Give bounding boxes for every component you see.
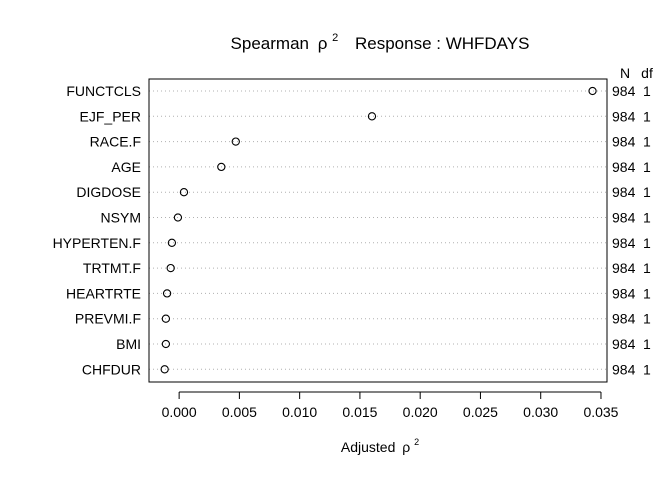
df-value-1: 1 <box>643 108 651 124</box>
header-n: N <box>620 65 630 81</box>
title-sup: 2 <box>332 32 338 44</box>
x-tick-label-3: 0.015 <box>342 404 377 420</box>
df-value-4: 1 <box>643 184 651 200</box>
n-value-10: 984 <box>612 336 636 352</box>
title-main: Spearman <box>231 34 309 53</box>
df-value-9: 1 <box>643 311 651 327</box>
n-value-7: 984 <box>612 260 636 276</box>
x-tick-label-6: 0.030 <box>523 404 558 420</box>
point-8 <box>162 289 172 298</box>
point-4 <box>179 188 189 197</box>
n-value-11: 984 <box>612 361 636 377</box>
y-label-11: CHFDUR <box>82 361 141 377</box>
xlabel-sup: 2 <box>414 437 419 447</box>
y-axis-labels: FUNCTCLS EJF_PER RACE.F AGE DIGDOSE NSYM HYPER… <box>53 83 141 377</box>
y-label-8: HEARTRTE <box>66 285 141 301</box>
x-tick-label-5: 0.025 <box>463 404 498 420</box>
y-label-4: DIGDOSE <box>76 184 141 200</box>
n-value-8: 984 <box>612 285 636 301</box>
df-value-7: 1 <box>643 260 651 276</box>
df-value-6: 1 <box>643 235 651 251</box>
point-9 <box>161 314 171 323</box>
point-11 <box>160 365 169 374</box>
df-value-0: 1 <box>643 83 651 99</box>
df-value-10: 1 <box>643 336 651 352</box>
point-3 <box>217 162 226 172</box>
xlabel-main: Adjusted <box>341 439 395 455</box>
grid-lines <box>149 90 607 370</box>
chart-title: Spearman ρ 2 Response : WHFDAYS <box>231 26 530 53</box>
x-tick-label-0: 0.000 <box>162 404 197 420</box>
y-label-10: BMI <box>116 336 141 352</box>
df-value-8: 1 <box>643 285 651 301</box>
title-rho: ρ <box>318 34 328 53</box>
y-label-3: AGE <box>111 159 141 175</box>
point-1 <box>367 112 377 121</box>
x-tick-label-1: 0.005 <box>222 404 257 420</box>
n-value-4: 984 <box>612 184 636 200</box>
xlabel-rho: ρ <box>402 439 410 455</box>
x-axis: 0.000 0.005 0.010 0.015 0.020 0.025 0.030 0.035 <box>162 391 619 420</box>
point-2 <box>231 137 240 146</box>
n-value-2: 984 <box>612 134 636 150</box>
y-label-9: PREVMI.F <box>75 311 141 327</box>
n-value-3: 984 <box>612 159 636 175</box>
point-0 <box>588 86 597 96</box>
y-label-2: RACE.F <box>90 134 141 150</box>
point-7 <box>166 263 175 273</box>
x-tick-label-2: 0.010 <box>282 404 317 420</box>
y-label-7: TRTMT.F <box>83 260 141 276</box>
df-value-5: 1 <box>643 210 651 226</box>
point-6 <box>167 238 177 247</box>
df-value-3: 1 <box>643 159 651 175</box>
y-label-6: HYPERTEN.F <box>53 235 141 251</box>
n-value-5: 984 <box>612 210 636 226</box>
n-value-0: 984 <box>612 83 636 99</box>
n-value-1: 984 <box>612 108 636 124</box>
point-10 <box>161 339 171 349</box>
x-tick-label-4: 0.020 <box>403 404 438 420</box>
y-label-5: NSYM <box>101 210 141 226</box>
y-label-1: EJF_PER <box>80 108 141 124</box>
y-label-0: FUNCTCLS <box>66 83 141 99</box>
header-df: df <box>641 65 653 81</box>
df-value-11: 1 <box>643 361 651 377</box>
plot-frame <box>148 78 608 383</box>
n-value-9: 984 <box>612 311 636 327</box>
point-5 <box>173 213 183 222</box>
x-axis-title: Adjusted ρ 2 <box>341 437 419 455</box>
title-response: Response : WHFDAYS <box>355 34 529 53</box>
df-value-2: 1 <box>643 134 651 150</box>
x-tick-label-7: 0.035 <box>583 404 618 420</box>
n-value-6: 984 <box>612 235 636 251</box>
data-points <box>160 86 597 374</box>
n-df-labels: 984 1 984 1 984 1 984 1 984 1 984 1 984 1 984 1 984 1 984 1… <box>612 83 651 377</box>
